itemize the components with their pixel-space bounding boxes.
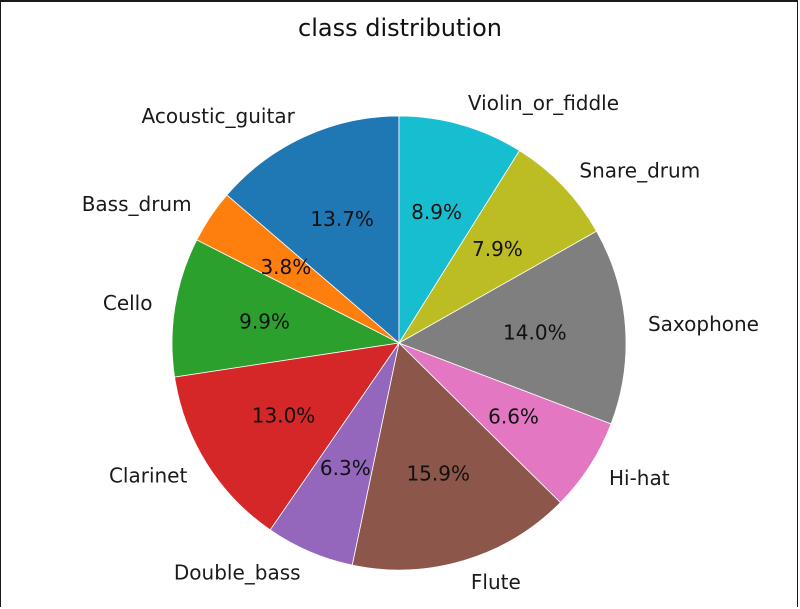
slice-percent-flute: 15.9% <box>406 461 470 485</box>
slice-label-double-bass: Double_bass <box>174 560 301 584</box>
slice-label-bass-drum: Bass_drum <box>82 192 192 216</box>
slice-percent-cello: 9.9% <box>239 309 290 333</box>
pie-slice-snare-drum <box>398 150 598 344</box>
pie-slice-acoustic-guitar <box>226 115 400 344</box>
slice-label-acoustic-guitar: Acoustic_guitar <box>142 104 296 128</box>
slice-percent-double-bass: 6.3% <box>320 456 371 480</box>
slice-percent-snare-drum: 7.9% <box>472 237 523 261</box>
slice-label-saxophone: Saxophone <box>648 312 759 336</box>
slice-label-snare-drum: Snare_drum <box>579 158 700 182</box>
slice-label-hi-hat: Hi-hat <box>609 466 670 490</box>
slice-percent-bass-drum: 3.8% <box>260 255 311 279</box>
slice-label-violin-or-fiddle: Violin_or_fiddle <box>468 91 619 115</box>
slice-label-flute: Flute <box>471 570 521 594</box>
slice-percent-violin-or-fiddle: 8.9% <box>411 200 462 224</box>
pie-slice-saxophone <box>398 230 627 425</box>
pie-slice-violin-or-fiddle <box>398 115 520 345</box>
pie-slice-cello <box>171 239 401 378</box>
pie-slice-clarinet <box>174 342 400 531</box>
slice-label-cello: Cello <box>103 291 153 315</box>
slice-percent-hi-hat: 6.6% <box>488 405 539 429</box>
slice-percent-clarinet: 13.0% <box>252 403 316 427</box>
slice-percent-saxophone: 14.0% <box>503 321 567 345</box>
pie-slice-flute <box>351 342 562 571</box>
slice-percent-acoustic-guitar: 13.7% <box>310 207 374 231</box>
chart-title: class distribution <box>298 14 502 42</box>
slice-label-clarinet: Clarinet <box>109 463 188 487</box>
